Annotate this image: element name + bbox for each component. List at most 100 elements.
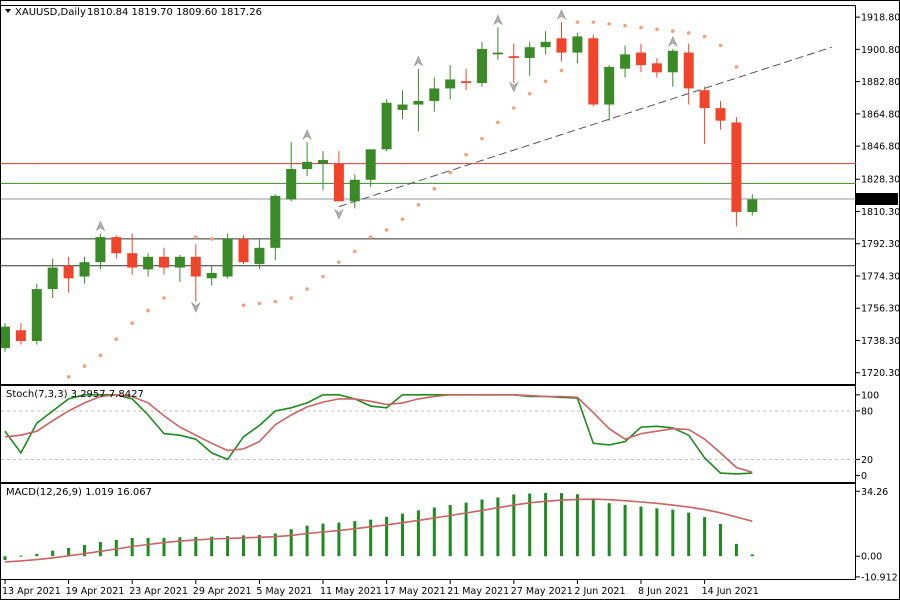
candle-body-31 bbox=[492, 52, 503, 55]
macd-bar-38 bbox=[607, 503, 611, 557]
macd-bar-14 bbox=[226, 536, 230, 557]
candle-body-42 bbox=[667, 50, 678, 73]
candle-47 bbox=[747, 194, 758, 216]
macd-bar-1 bbox=[19, 555, 23, 557]
candle-32 bbox=[508, 43, 519, 84]
macd-bar-22 bbox=[353, 521, 357, 557]
candle-body-34 bbox=[540, 41, 551, 48]
macd-bar-27 bbox=[432, 507, 436, 557]
candle-body-3 bbox=[47, 267, 58, 290]
sar-dot-15 bbox=[289, 296, 294, 300]
fractal-down-6 bbox=[509, 81, 519, 93]
candle-body-29 bbox=[461, 81, 472, 84]
sar-dot-7 bbox=[162, 296, 166, 300]
macd-bar-37 bbox=[591, 499, 595, 557]
candle-body-1 bbox=[15, 330, 26, 342]
candle-13 bbox=[206, 265, 217, 286]
dropdown-triangle-icon[interactable] bbox=[5, 9, 11, 13]
candle-body-32 bbox=[508, 56, 519, 58]
fractal-up-2 bbox=[302, 129, 312, 140]
current-price-label: 1817.26 bbox=[859, 195, 898, 206]
price-tick-label: 1882.80 bbox=[861, 77, 900, 88]
date-tick-label: 29 Apr 2021 bbox=[193, 586, 252, 597]
current-price-tag bbox=[856, 193, 898, 206]
macd-bar-13 bbox=[210, 536, 214, 557]
fractal-markers bbox=[95, 9, 678, 313]
candle-body-18 bbox=[286, 169, 297, 200]
candle-40 bbox=[636, 43, 646, 73]
candle-1 bbox=[15, 323, 26, 345]
sar-dot-33 bbox=[575, 20, 580, 24]
sar-dot-6 bbox=[146, 308, 150, 313]
fractal-up-7 bbox=[556, 9, 567, 20]
sar-dot-21 bbox=[384, 228, 389, 232]
macd-tick-label: 0.00 bbox=[861, 552, 882, 563]
sar-dot-20 bbox=[368, 235, 373, 239]
candle-15 bbox=[238, 235, 249, 264]
candle-body-6 bbox=[95, 237, 106, 263]
candle-31 bbox=[492, 27, 503, 60]
sar-dot-31 bbox=[543, 79, 548, 84]
candle-3 bbox=[47, 258, 58, 299]
sar-dot-14 bbox=[273, 299, 278, 304]
candle-body-33 bbox=[524, 47, 535, 58]
macd-bar-46 bbox=[734, 543, 738, 557]
sar-dot-34 bbox=[591, 20, 596, 24]
macd-bar-31 bbox=[496, 497, 500, 557]
candle-body-40 bbox=[636, 52, 646, 66]
date-tick-label: 19 Apr 2021 bbox=[66, 586, 125, 597]
sar-dot-32 bbox=[559, 68, 564, 73]
sar-dot-16 bbox=[305, 287, 309, 291]
trend-line bbox=[338, 46, 832, 208]
candle-body-5 bbox=[79, 262, 90, 277]
candle-body-2 bbox=[31, 289, 42, 342]
candle-body-19 bbox=[302, 161, 313, 170]
candle-body-35 bbox=[556, 38, 567, 53]
candle-5 bbox=[79, 256, 90, 284]
macd-bar-6 bbox=[98, 542, 102, 557]
macd-bar-32 bbox=[512, 494, 516, 557]
candle-body-0 bbox=[1, 326, 10, 349]
macd-bar-20 bbox=[321, 523, 325, 557]
candle-10 bbox=[159, 247, 169, 275]
macd-bar-35 bbox=[560, 493, 563, 557]
macd-bar-36 bbox=[575, 494, 579, 557]
macd-bar-44 bbox=[703, 517, 707, 557]
macd-bar-9 bbox=[146, 537, 150, 557]
macd-bar-28 bbox=[448, 505, 452, 557]
date-tick-label: 27 May 2021 bbox=[511, 586, 573, 597]
macd-bar-3 bbox=[51, 550, 55, 557]
candle-body-21 bbox=[333, 163, 344, 202]
macd-title: MACD(12,26,9) 1.019 16.067 bbox=[6, 487, 152, 498]
candle-body-28 bbox=[445, 79, 456, 89]
candle-body-8 bbox=[127, 253, 138, 268]
price-tick-label: 1864.80 bbox=[861, 109, 900, 120]
candle-37 bbox=[588, 34, 599, 107]
candlestick-series bbox=[1, 22, 758, 352]
candle-body-22 bbox=[349, 179, 360, 202]
candle-41 bbox=[651, 57, 662, 78]
macd-bar-21 bbox=[337, 522, 341, 557]
sar-dot-25 bbox=[448, 170, 453, 175]
candle-43 bbox=[683, 43, 694, 105]
sar-dot-26 bbox=[464, 152, 468, 157]
candle-body-30 bbox=[477, 48, 487, 84]
macd-bar-24 bbox=[385, 516, 389, 557]
candle-body-10 bbox=[159, 256, 169, 268]
sar-dot-2 bbox=[82, 364, 87, 368]
macd-bar-15 bbox=[242, 535, 245, 557]
sar-dot-10 bbox=[209, 237, 214, 241]
stoch-signal-line bbox=[4, 393, 753, 474]
fractal-up-4 bbox=[413, 55, 424, 67]
macd-bar-18 bbox=[289, 529, 293, 557]
candle-24 bbox=[381, 99, 392, 152]
candle-17 bbox=[270, 194, 281, 261]
macd-bar-7 bbox=[114, 539, 118, 557]
sar-dot-41 bbox=[702, 34, 707, 39]
candle-body-7 bbox=[111, 237, 122, 254]
sar-dot-36 bbox=[623, 23, 627, 28]
macd-bar-12 bbox=[194, 536, 198, 557]
macd-bar-11 bbox=[178, 537, 182, 557]
symbol-label: XAUUSD,Daily bbox=[15, 7, 86, 18]
